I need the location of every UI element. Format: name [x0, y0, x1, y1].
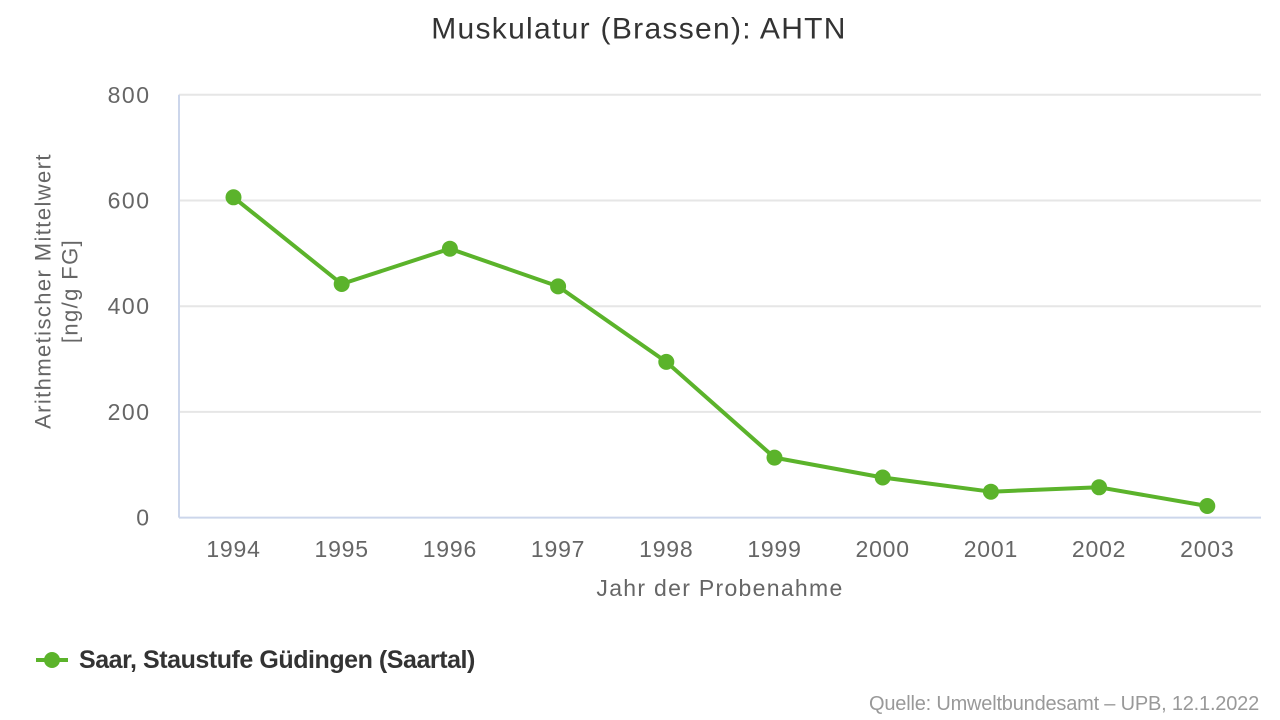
- svg-text:Muskulatur (Brassen): AHTN: Muskulatur (Brassen): AHTN: [431, 13, 847, 46]
- svg-text:1997: 1997: [531, 536, 585, 562]
- svg-text:1999: 1999: [747, 536, 801, 562]
- svg-text:600: 600: [108, 188, 151, 214]
- svg-text:Jahr der Probenahme: Jahr der Probenahme: [596, 575, 843, 601]
- svg-text:[ng/g FG]: [ng/g FG]: [58, 239, 83, 343]
- svg-text:200: 200: [108, 399, 151, 425]
- svg-text:2001: 2001: [964, 536, 1018, 562]
- svg-text:400: 400: [108, 293, 151, 319]
- svg-text:2003: 2003: [1180, 536, 1234, 562]
- svg-text:1995: 1995: [315, 536, 369, 562]
- svg-text:Arithmetischer Mittelwert: Arithmetischer Mittelwert: [31, 153, 56, 429]
- svg-text:Quelle: Umweltbundesamt – UPB,: Quelle: Umweltbundesamt – UPB, 12.1.2022: [869, 693, 1259, 715]
- svg-text:0: 0: [136, 505, 150, 531]
- svg-text:2000: 2000: [856, 536, 910, 562]
- svg-text:1994: 1994: [206, 536, 260, 562]
- svg-text:2002: 2002: [1072, 536, 1126, 562]
- svg-text:1996: 1996: [423, 536, 477, 562]
- svg-text:Saar, Staustufe Güdingen (Saar: Saar, Staustufe Güdingen (Saartal): [79, 646, 475, 674]
- svg-text:800: 800: [108, 82, 151, 108]
- svg-text:1998: 1998: [639, 536, 693, 562]
